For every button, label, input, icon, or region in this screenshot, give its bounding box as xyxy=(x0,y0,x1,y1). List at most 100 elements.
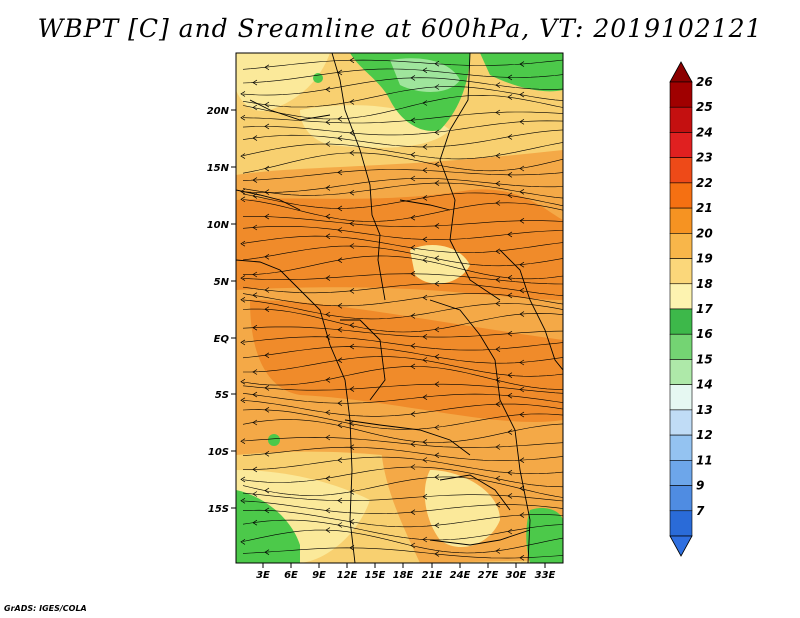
streamline-arrow xyxy=(495,501,501,508)
streamline-arrow xyxy=(434,129,440,136)
streamline xyxy=(242,245,563,267)
streamline-arrow xyxy=(325,409,331,416)
fill-region xyxy=(236,189,563,300)
streamline-arrow xyxy=(337,522,343,528)
streamline-arrow xyxy=(349,150,355,156)
streamline-arrow xyxy=(519,555,525,561)
colorbar-swatch xyxy=(669,333,693,360)
lon-tick-label: 21E xyxy=(422,570,443,581)
colorbar-swatch xyxy=(669,308,693,335)
streamline-arrow xyxy=(325,119,331,125)
streamline-arrow xyxy=(264,254,270,260)
streamline-arrow xyxy=(325,334,331,340)
streamline-arrow xyxy=(507,372,513,378)
lon-tick-label: 33E xyxy=(535,570,556,581)
streamline-arrow xyxy=(434,551,440,557)
streamline xyxy=(242,111,563,124)
streamline-arrow xyxy=(325,275,331,281)
streamline xyxy=(242,409,563,430)
colorbar-label: 9 xyxy=(696,479,704,493)
streamline-arrow xyxy=(349,99,355,105)
lon-tick-label: 30E xyxy=(506,570,527,581)
streamline-arrow xyxy=(264,101,270,108)
streamline-arrow xyxy=(434,255,440,262)
border-line xyxy=(236,259,356,563)
streamline-arrow xyxy=(434,424,440,431)
lon-tick-label: 12E xyxy=(337,570,358,581)
streamline-arrow xyxy=(410,464,416,470)
streamline-arrow xyxy=(519,386,525,393)
colorbar: 26 25 24 23 22 21 20 19 18 17 16 15 14 13 12 11 9 7 xyxy=(669,61,713,557)
streamline-arrow xyxy=(240,91,246,97)
streamline xyxy=(242,529,563,554)
streamline-arrow xyxy=(507,528,513,535)
streamline xyxy=(242,547,563,559)
colorbar-label: 13 xyxy=(696,403,713,417)
streamline-arrow xyxy=(422,357,428,363)
colorbar-label: 21 xyxy=(696,201,713,215)
streamline-arrow xyxy=(422,195,428,201)
streamline-arrow xyxy=(337,422,343,429)
streamline xyxy=(242,199,563,222)
streamline xyxy=(242,129,563,148)
streamline-arrow xyxy=(337,116,343,122)
streamline-arrow xyxy=(422,144,428,150)
plot-frame xyxy=(235,52,564,564)
streamline-arrow xyxy=(349,57,355,64)
streamline-arrow xyxy=(349,189,355,196)
streamline-arrow xyxy=(240,275,246,281)
streamline-arrow xyxy=(252,224,258,231)
streamline-arrow xyxy=(495,180,501,187)
streamline xyxy=(242,383,563,394)
colorbar-label: 22 xyxy=(696,176,713,190)
colorbar-swatch xyxy=(669,132,693,158)
streamline-arrow xyxy=(410,411,416,417)
colorbar-label: 19 xyxy=(696,252,713,266)
colorbar-label: 20 xyxy=(696,226,713,240)
streamline-arrow xyxy=(337,169,343,176)
streamline-arrow xyxy=(410,509,416,515)
streamline-arrow xyxy=(434,161,440,168)
lat-tick-label: EQ xyxy=(214,334,230,345)
streamline-arrow xyxy=(422,294,428,301)
streamline-arrow xyxy=(325,86,331,93)
plot-area xyxy=(236,53,563,563)
streamline-arrow xyxy=(337,135,343,141)
streamline-arrow xyxy=(495,109,501,116)
lon-tick-label: 15E xyxy=(365,570,386,581)
colorbar-label: 24 xyxy=(696,125,713,139)
streamline xyxy=(242,509,563,528)
streamline-arrow xyxy=(240,240,246,247)
streamline-arrow xyxy=(264,549,270,555)
colorbar-label: 15 xyxy=(696,352,713,366)
streamline xyxy=(242,519,563,541)
fill-region xyxy=(268,434,280,446)
streamline-arrow xyxy=(507,429,513,435)
border-line xyxy=(331,53,386,301)
streamline-arrow xyxy=(349,220,355,227)
streamline xyxy=(242,466,563,488)
border-line xyxy=(399,199,451,211)
streamline xyxy=(242,142,563,160)
streamline-arrow xyxy=(434,452,440,459)
colorbar-swatch xyxy=(669,182,693,209)
streamline-arrow xyxy=(240,339,246,346)
lon-tick-label: 3E xyxy=(256,570,270,581)
streamline-arrow xyxy=(495,444,501,450)
streamline-arrow xyxy=(349,489,355,495)
colorbar-swatch xyxy=(669,81,693,108)
streamline-arrow xyxy=(422,493,428,500)
colorbar-swatch xyxy=(669,258,693,285)
streamline-arrow xyxy=(337,400,343,406)
streamline-arrow xyxy=(519,189,525,195)
streamline-arrow xyxy=(495,346,501,352)
colorbar-swatch xyxy=(669,510,693,537)
streamline xyxy=(242,476,563,498)
streamline-arrow xyxy=(252,466,258,473)
streamline-arrow xyxy=(252,79,258,86)
streamline-arrow xyxy=(422,167,428,174)
streamline-arrow xyxy=(252,519,258,526)
streamline xyxy=(242,336,563,351)
fill-region xyxy=(526,508,563,563)
country-borders xyxy=(236,53,563,563)
